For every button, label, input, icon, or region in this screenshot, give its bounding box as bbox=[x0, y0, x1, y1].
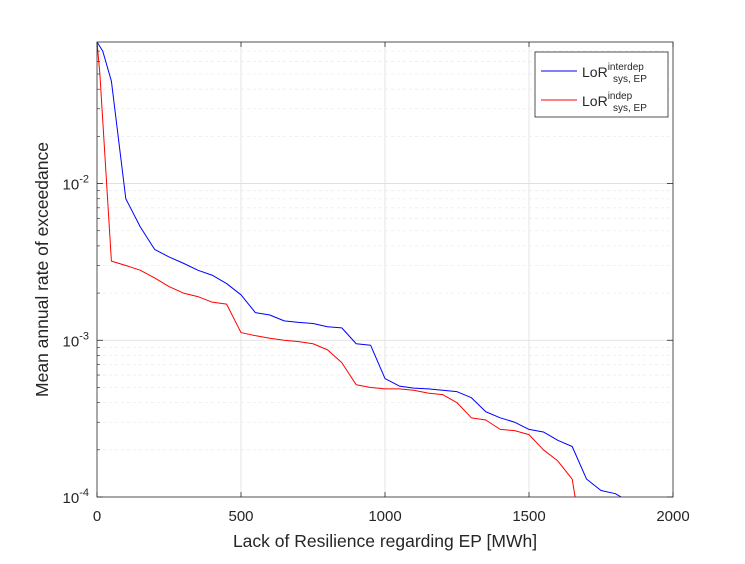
legend-label-interdep: LoRinterdep sys, EP bbox=[582, 62, 647, 85]
legend-label-indep-sub: sys, EP bbox=[613, 103, 647, 114]
y-tick-label: 10-4 bbox=[63, 487, 89, 507]
x-tick-label: 500 bbox=[228, 508, 253, 525]
legend-label-indep: LoRindep sys, EP bbox=[582, 91, 647, 114]
y-tick-label: 10-3 bbox=[63, 330, 89, 350]
x-tick-label: 0 bbox=[93, 508, 101, 525]
y-axis-label: Mean annual rate of exceedance bbox=[32, 142, 52, 397]
series-line-indep bbox=[97, 42, 576, 497]
legend-box bbox=[534, 51, 669, 118]
x-tick-label: 1500 bbox=[512, 508, 545, 525]
series-layer bbox=[97, 42, 622, 497]
legend-label-indep-sup: indep bbox=[608, 91, 633, 102]
y-tick-label: 10-2 bbox=[63, 174, 89, 194]
x-axis-label: Lack of Resilience regarding EP [MWh] bbox=[233, 531, 537, 551]
series-line-interdep bbox=[97, 42, 622, 497]
grid-layer bbox=[97, 42, 673, 497]
legend-label-indep-main: LoR bbox=[582, 93, 608, 109]
tick-layer: 0 500 1000 1500 2000 10-4 10-3 10-2 bbox=[63, 42, 690, 525]
legend-label-interdep-sup: interdep bbox=[608, 62, 645, 73]
x-tick-label: 1000 bbox=[368, 508, 401, 525]
legend: LoRinterdep sys, EP LoRindep sys, EP bbox=[534, 51, 669, 118]
legend-label-interdep-main: LoR bbox=[582, 64, 608, 80]
legend-label-interdep-sub: sys, EP bbox=[613, 74, 647, 85]
x-tick-label: 2000 bbox=[656, 508, 689, 525]
